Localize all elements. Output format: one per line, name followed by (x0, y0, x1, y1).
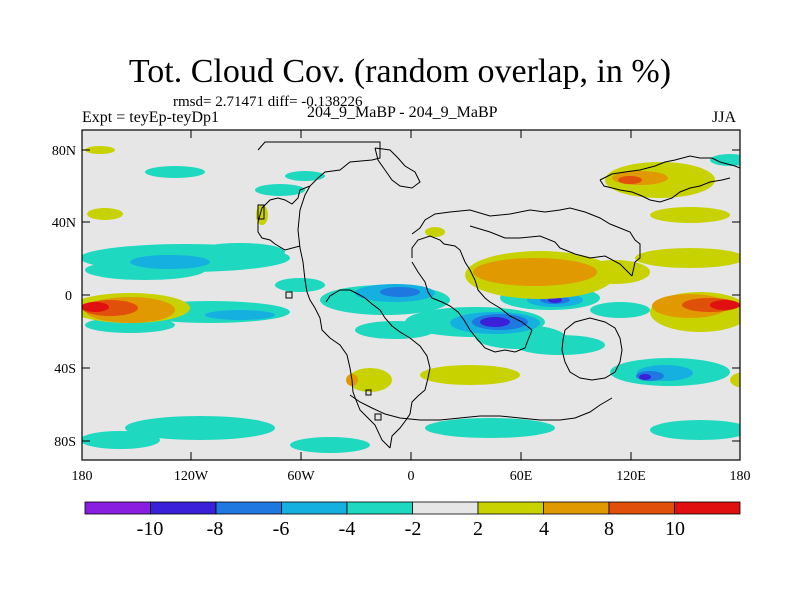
coastlines (257, 141, 740, 449)
colorbar-swatch (346, 501, 413, 515)
colorbar-swatch (150, 501, 217, 515)
colorbar-label: 2 (473, 518, 483, 540)
lon-label: 120W (174, 469, 209, 484)
colorbar-swatch (412, 501, 479, 515)
plot-title: Tot. Cloud Cov. (random overlap, in %) (128, 53, 672, 90)
colorbar-swatch (281, 501, 348, 515)
colorbar-label: 8 (604, 518, 614, 540)
lat-label: 40N (52, 216, 76, 231)
lat-label: 80S (54, 435, 76, 450)
colorbar-label: 10 (665, 518, 685, 540)
lat-labels: 80N 40N 0 40S 80S (52, 144, 76, 450)
run-pair-label: 204_9_MaBP - 204_9_MaBP (307, 104, 498, 121)
colorbar-swatch (674, 501, 741, 515)
lon-label: 0 (408, 469, 415, 484)
season-label: JJA (712, 109, 737, 126)
colorbar-swatch (477, 501, 544, 515)
colorbar-swatch (84, 501, 151, 515)
colorbar-swatch (608, 501, 675, 515)
lat-label: 80N (52, 144, 76, 159)
colorbar-labels: -10 -8 -6 -4 -2 2 4 8 10 (137, 518, 685, 540)
colorbar-label: 4 (539, 518, 549, 540)
colorbar-label: -4 (339, 518, 356, 540)
lat-label: 40S (54, 362, 76, 377)
lon-ticks (190, 130, 632, 460)
colorbar-label: -10 (137, 518, 164, 540)
colorbar (84, 501, 741, 515)
colorbar-swatch (215, 501, 282, 515)
lon-label: 180 (72, 469, 93, 484)
lon-label: 60W (287, 469, 315, 484)
stats-line: rmsd= 2.71471 diff= -0.138226 (173, 94, 363, 110)
colorbar-label: -6 (273, 518, 290, 540)
colorbar-label: -8 (207, 518, 224, 540)
lat-label: 0 (65, 289, 72, 304)
colorbar-swatch (543, 501, 610, 515)
colorbar-label: -2 (405, 518, 422, 540)
lon-label: 120E (616, 469, 646, 484)
experiment-label: Expt = teyEp-teyDp1 (82, 109, 219, 126)
lon-labels: 180 120W 60W 0 60E 120E 180 (72, 469, 751, 484)
lon-label: 60E (510, 469, 533, 484)
map-field (82, 130, 740, 460)
lat-ticks (82, 149, 740, 442)
lon-label: 180 (730, 469, 751, 484)
